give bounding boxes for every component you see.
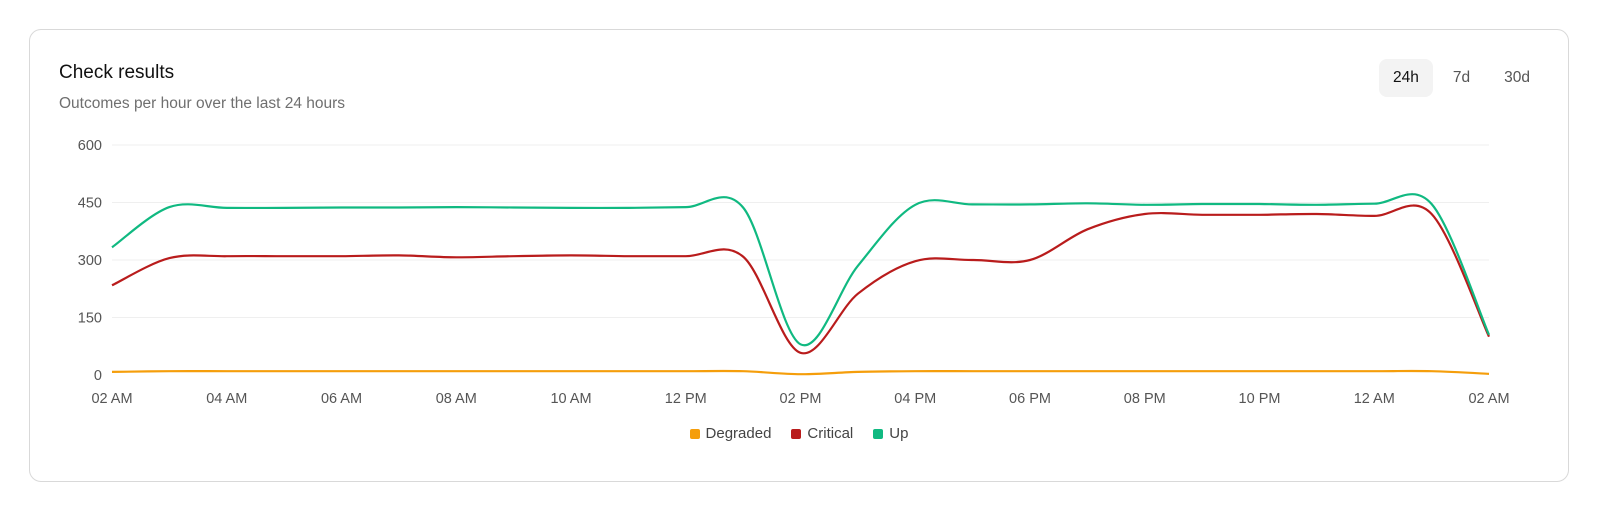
check-results-card: Check results Outcomes per hour over the… xyxy=(29,29,1569,482)
series-lines xyxy=(111,193,1491,376)
series-line-degraded[interactable] xyxy=(111,369,1490,376)
series-line-critical[interactable] xyxy=(111,204,1490,355)
x-tick-label: 08 PM xyxy=(1124,391,1166,407)
y-tick-label: 150 xyxy=(78,311,102,327)
x-tick-label: 10 AM xyxy=(550,391,591,407)
legend-label-degraded: Degraded xyxy=(705,425,772,442)
legend-item-degraded[interactable]: Degraded xyxy=(689,425,772,442)
card-subtitle: Outcomes per hour over the last 24 hours xyxy=(59,95,346,112)
y-tick-label: 600 xyxy=(78,138,102,154)
card-title: Check results xyxy=(59,62,175,83)
x-axis: 02 AM 04 AM 06 AM 08 AM 10 AM 12 PM 02 PM 04 PM… xyxy=(91,391,1509,407)
legend-item-critical[interactable]: Critical xyxy=(791,425,853,442)
y-tick-label: 450 xyxy=(78,196,102,212)
x-tick-label: 04 AM xyxy=(206,391,247,407)
legend-label-critical: Critical xyxy=(807,425,854,442)
x-tick-label: 06 AM xyxy=(321,391,362,407)
legend-label-up: Up xyxy=(889,425,909,442)
range-option-7d[interactable]: 7d xyxy=(1452,69,1471,86)
x-tick-label: 10 PM xyxy=(1239,391,1281,407)
x-tick-label: 02 AM xyxy=(91,391,132,407)
x-tick-label: 02 AM xyxy=(1468,391,1509,407)
x-tick-label: 12 AM xyxy=(1354,391,1395,407)
y-tick-label: 0 xyxy=(94,368,102,384)
x-tick-label: 12 PM xyxy=(665,391,707,407)
x-tick-label: 08 AM xyxy=(436,391,477,407)
y-tick-label: 300 xyxy=(78,253,102,269)
chart-legend: Degraded Critical Up xyxy=(30,425,1568,442)
grid-lines xyxy=(112,144,1489,318)
range-option-24h[interactable]: 24h xyxy=(1379,59,1433,97)
range-option-30d[interactable]: 30d xyxy=(1504,69,1530,86)
series-line-up[interactable] xyxy=(111,193,1491,347)
x-tick-label: 04 PM xyxy=(894,391,936,407)
time-range-selector: 24h 7d 30d xyxy=(1379,59,1544,97)
legend-swatch-degraded xyxy=(689,428,700,439)
x-tick-label: 02 PM xyxy=(780,391,822,407)
x-tick-label: 06 PM xyxy=(1009,391,1051,407)
legend-swatch-critical xyxy=(791,428,802,439)
legend-swatch-up xyxy=(873,428,884,439)
legend-item-up[interactable]: Up xyxy=(873,425,908,442)
y-axis: 0 150 300 450 600 xyxy=(78,138,102,384)
line-chart: 0 150 300 450 600 02 AM 04 AM 06 AM 08 AM 10 AM 1… xyxy=(78,138,1510,407)
